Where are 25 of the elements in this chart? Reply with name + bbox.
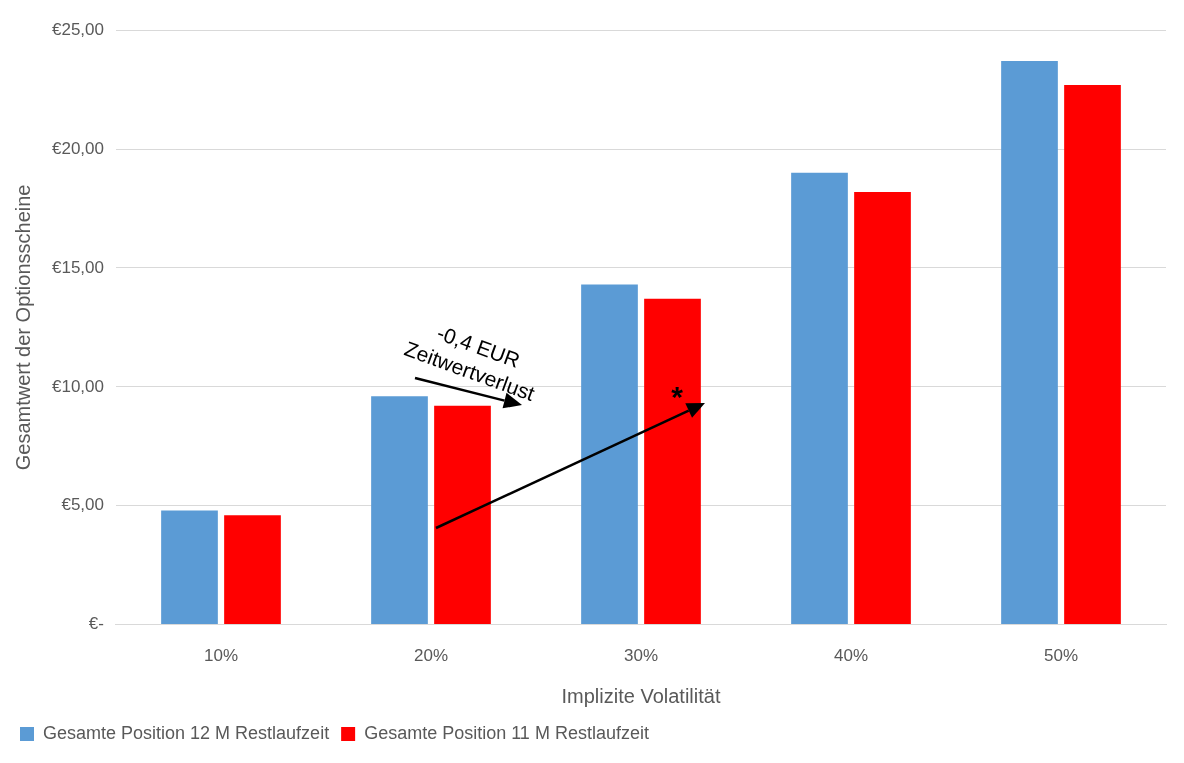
bar: [434, 405, 491, 625]
y-axis-title: Gesamtwert der Optionsscheine: [11, 184, 34, 471]
x-tick-label: 40%: [833, 646, 869, 666]
x-tick-label: 30%: [623, 646, 659, 666]
y-tick-label: €10,00: [52, 376, 104, 396]
x-tick-label: 50%: [1043, 646, 1079, 666]
x-tick-label: 10%: [203, 646, 239, 666]
x-tick-label: 20%: [413, 646, 449, 666]
bar: [644, 298, 701, 625]
y-tick-label: €25,00: [52, 19, 104, 39]
bar: [581, 284, 638, 625]
bar: [854, 191, 911, 625]
bar: [161, 510, 218, 625]
y-tick-label: €5,00: [61, 495, 104, 515]
y-tick-label: €15,00: [52, 257, 104, 277]
y-tick-label: €-: [88, 614, 104, 634]
legend-label: Gesamte Position 12 M Restlaufzeit: [43, 722, 330, 743]
y-tick-label: €20,00: [52, 138, 104, 158]
bar: [1064, 84, 1121, 625]
legend-label: Gesamte Position 11 M Restlaufzeit: [364, 722, 649, 743]
bar: [1001, 61, 1058, 625]
bar: [224, 515, 281, 625]
annotation: *: [671, 379, 684, 413]
x-axis-title: Implizite Volatilität: [561, 684, 721, 707]
bar: [791, 172, 848, 625]
